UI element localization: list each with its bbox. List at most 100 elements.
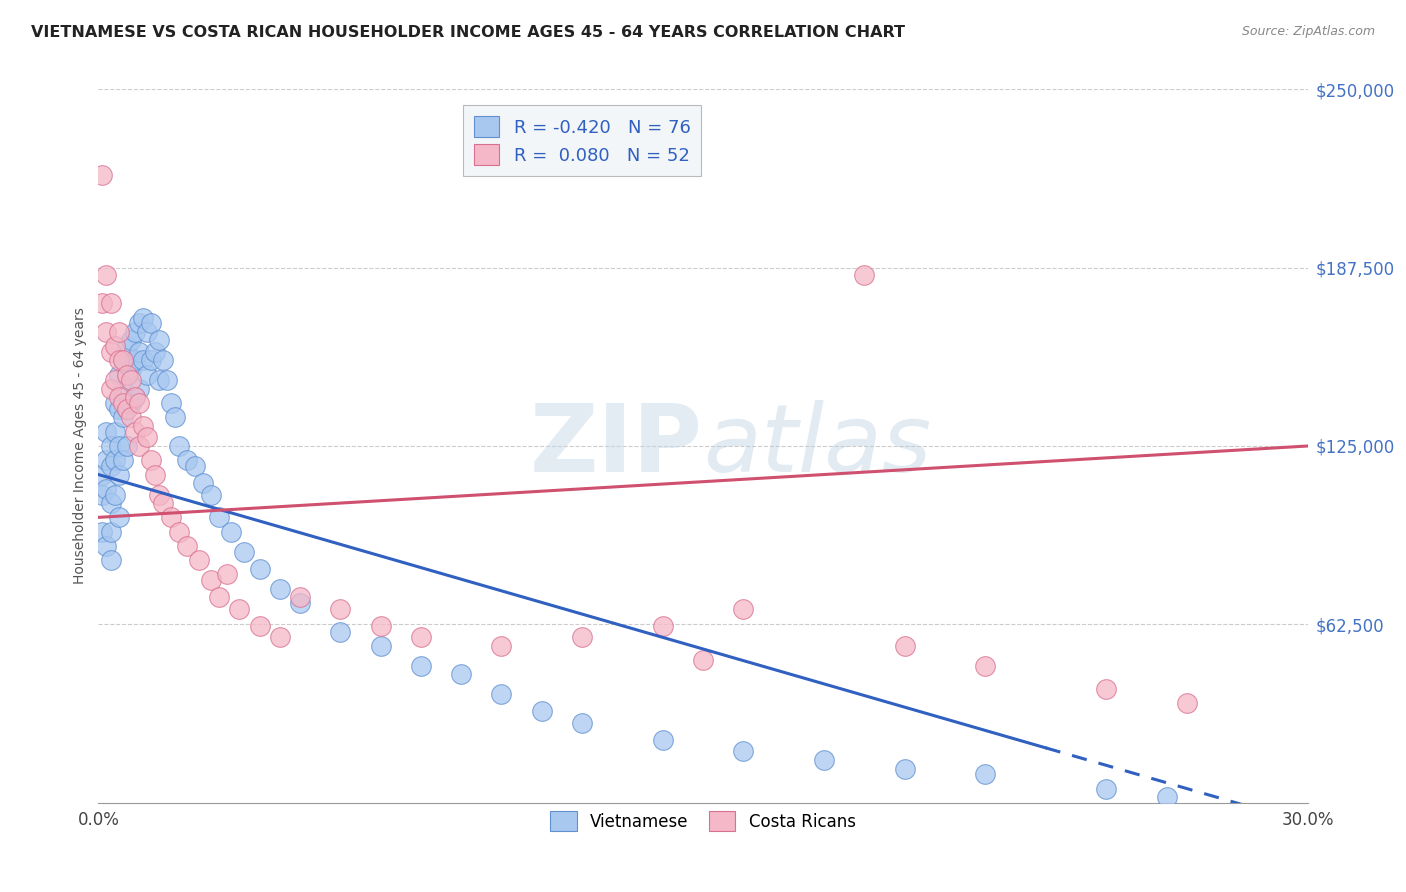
Point bbox=[115, 368, 138, 382]
Point bbox=[103, 425, 125, 439]
Point bbox=[1175, 696, 1198, 710]
Point bbox=[409, 630, 432, 644]
Point bbox=[163, 410, 186, 425]
Point bbox=[176, 539, 198, 553]
Point bbox=[124, 425, 146, 439]
Point bbox=[176, 453, 198, 467]
Point bbox=[329, 624, 352, 639]
Point bbox=[103, 453, 125, 467]
Point bbox=[103, 396, 125, 410]
Point bbox=[128, 396, 150, 410]
Point bbox=[249, 619, 271, 633]
Point bbox=[893, 762, 915, 776]
Point bbox=[135, 430, 157, 444]
Point bbox=[107, 467, 129, 482]
Point bbox=[91, 487, 114, 501]
Point bbox=[96, 453, 118, 467]
Point bbox=[139, 316, 162, 330]
Point bbox=[120, 373, 142, 387]
Point bbox=[974, 658, 997, 673]
Point bbox=[96, 539, 118, 553]
Point bbox=[893, 639, 915, 653]
Point bbox=[167, 439, 190, 453]
Point bbox=[91, 168, 114, 182]
Point bbox=[208, 591, 231, 605]
Point bbox=[409, 658, 432, 673]
Point bbox=[120, 362, 142, 376]
Point bbox=[120, 396, 142, 410]
Point bbox=[228, 601, 250, 615]
Point bbox=[232, 544, 254, 558]
Point bbox=[139, 453, 162, 467]
Point bbox=[1156, 790, 1178, 805]
Point bbox=[115, 401, 138, 416]
Point bbox=[200, 487, 222, 501]
Point bbox=[115, 439, 138, 453]
Point bbox=[128, 344, 150, 359]
Point bbox=[107, 368, 129, 382]
Point bbox=[200, 573, 222, 587]
Point bbox=[107, 401, 129, 416]
Point bbox=[148, 487, 170, 501]
Point bbox=[100, 496, 122, 510]
Point bbox=[100, 296, 122, 310]
Point bbox=[148, 334, 170, 348]
Point bbox=[96, 268, 118, 282]
Point bbox=[160, 510, 183, 524]
Point bbox=[96, 482, 118, 496]
Point bbox=[571, 715, 593, 730]
Point bbox=[124, 391, 146, 405]
Legend: Vietnamese, Costa Ricans: Vietnamese, Costa Ricans bbox=[544, 805, 862, 838]
Point bbox=[288, 596, 311, 610]
Point bbox=[100, 458, 122, 473]
Point bbox=[143, 467, 166, 482]
Text: Source: ZipAtlas.com: Source: ZipAtlas.com bbox=[1241, 25, 1375, 38]
Point bbox=[96, 325, 118, 339]
Point bbox=[450, 667, 472, 681]
Point bbox=[128, 439, 150, 453]
Point bbox=[132, 419, 155, 434]
Point bbox=[111, 382, 134, 396]
Point bbox=[107, 510, 129, 524]
Point bbox=[115, 401, 138, 416]
Point bbox=[491, 639, 513, 653]
Point bbox=[813, 753, 835, 767]
Point bbox=[269, 630, 291, 644]
Point bbox=[188, 553, 211, 567]
Point bbox=[370, 639, 392, 653]
Point bbox=[96, 425, 118, 439]
Point bbox=[491, 687, 513, 701]
Point bbox=[249, 562, 271, 576]
Point bbox=[288, 591, 311, 605]
Point bbox=[139, 353, 162, 368]
Point bbox=[152, 496, 174, 510]
Y-axis label: Householder Income Ages 45 - 64 years: Householder Income Ages 45 - 64 years bbox=[73, 308, 87, 584]
Point bbox=[100, 439, 122, 453]
Point bbox=[692, 653, 714, 667]
Point bbox=[193, 476, 215, 491]
Point bbox=[103, 487, 125, 501]
Point bbox=[1095, 681, 1118, 696]
Point bbox=[111, 353, 134, 368]
Point bbox=[160, 396, 183, 410]
Point bbox=[269, 582, 291, 596]
Point bbox=[733, 601, 755, 615]
Point bbox=[107, 391, 129, 405]
Point bbox=[124, 353, 146, 368]
Point bbox=[853, 268, 876, 282]
Point bbox=[152, 353, 174, 368]
Point bbox=[128, 382, 150, 396]
Point bbox=[120, 410, 142, 425]
Point bbox=[103, 339, 125, 353]
Point bbox=[111, 453, 134, 467]
Point bbox=[329, 601, 352, 615]
Point bbox=[115, 368, 138, 382]
Point bbox=[100, 524, 122, 539]
Point bbox=[370, 619, 392, 633]
Point bbox=[184, 458, 207, 473]
Point bbox=[100, 382, 122, 396]
Point bbox=[100, 344, 122, 359]
Point bbox=[217, 567, 239, 582]
Point bbox=[733, 744, 755, 758]
Text: atlas: atlas bbox=[703, 401, 931, 491]
